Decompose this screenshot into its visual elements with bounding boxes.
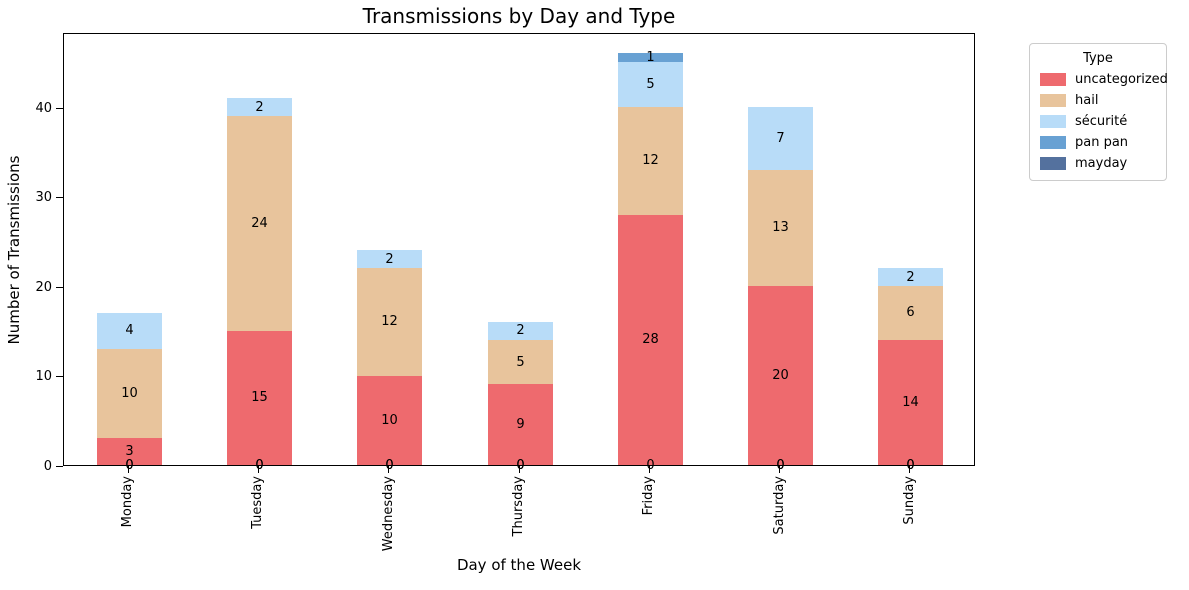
legend-swatch: [1040, 157, 1066, 170]
bar-segment-hail: [97, 348, 162, 439]
y-tick-label: 30: [35, 190, 52, 206]
y-tick-mark: [56, 107, 63, 109]
bar-segment-pan-pan: [618, 53, 683, 63]
bar-segment-sécurité: [488, 321, 553, 340]
legend-item-mayday: mayday: [1040, 156, 1156, 171]
x-tick-label: Sunday: [901, 476, 917, 525]
x-tick-mark: [648, 466, 650, 473]
legend-label: hail: [1075, 93, 1099, 108]
bar-segment-uncategorized: [97, 438, 162, 465]
legend-item-pan-pan: pan pan: [1040, 135, 1156, 150]
plot-area: 3 10 4 0 0 15 24 2 0 0 10 12 2 0 0 9 5 2 0 0 28 12 5 1 0 20 13 7 0 0 1…: [63, 32, 975, 472]
bar-segment-hail: [878, 286, 943, 340]
legend-item-hail: hail: [1040, 93, 1156, 108]
bar-segment-sécurité: [97, 312, 162, 349]
legend-label: sécurité: [1075, 114, 1128, 129]
y-tick-mark: [56, 376, 63, 378]
bar-segment-uncategorized: [357, 375, 422, 465]
x-tick-label: Thursday: [511, 476, 526, 537]
y-tick-label: 40: [35, 100, 52, 116]
x-tick-mark: [127, 466, 129, 473]
bar-segment-hail: [357, 268, 422, 376]
chart-title: Transmissions by Day and Type: [362, 4, 676, 28]
legend-items: uncategorized hail sécurité pan pan mayday: [1040, 72, 1168, 171]
legend-label: uncategorized: [1075, 72, 1168, 87]
bar-segment-hail: [488, 339, 553, 385]
x-tick-mark: [909, 466, 911, 473]
bar-segment-hail: [618, 107, 683, 215]
bar-segment-uncategorized: [488, 384, 553, 465]
x-tick-mark: [518, 466, 520, 473]
x-tick-label: Wednesday: [380, 476, 396, 552]
y-tick-mark: [56, 197, 63, 199]
x-tick-mark: [257, 466, 259, 473]
legend-item-uncategorized: uncategorized: [1040, 72, 1168, 87]
x-axis-label: Day of the Week: [456, 556, 582, 574]
x-tick-label: Tuesday: [250, 476, 266, 529]
bar-segment-uncategorized: [878, 339, 943, 465]
legend-swatch: [1040, 115, 1066, 128]
bar-wednesday: 10 12 2 0 0: [357, 32, 422, 472]
bar-tuesday: 15 24 2 0 0: [227, 32, 292, 472]
bar-segment-sécurité: [748, 107, 813, 170]
y-tick-mark: [56, 465, 63, 467]
x-tick-mark: [388, 466, 390, 473]
legend-label: pan pan: [1075, 135, 1129, 150]
bar-segment-sécurité: [618, 62, 683, 108]
bar-segment-sécurité: [227, 98, 292, 117]
bar-segment-uncategorized: [748, 286, 813, 465]
legend-swatch: [1040, 73, 1066, 86]
bar-segment-hail: [748, 169, 813, 287]
y-axis-label-text: Number of Transmissions: [5, 155, 23, 345]
x-tick-label: Friday: [641, 476, 657, 516]
legend-swatch: [1040, 136, 1066, 149]
bar-saturday: 20 13 7 0 0: [748, 32, 813, 472]
y-tick-label: 0: [43, 458, 52, 474]
x-tick-mark: [779, 466, 781, 473]
bar-segment-uncategorized: [227, 330, 292, 465]
y-tick-label: 10: [35, 369, 52, 385]
bar-segment-uncategorized: [618, 214, 683, 465]
bar-segment-sécurité: [357, 250, 422, 269]
legend-swatch: [1040, 94, 1066, 107]
bar-friday: 28 12 5 1 0: [618, 32, 683, 472]
bar-segment-hail: [227, 116, 292, 331]
y-tick-label: 20: [35, 279, 52, 295]
legend-item-sécurité: sécurité: [1040, 114, 1156, 129]
legend: Type uncategorized hail sécurité pan pan may…: [1029, 43, 1168, 181]
legend-title: Type: [1083, 51, 1113, 66]
y-tick-mark: [56, 286, 63, 288]
bar-sunday: 14 6 2 0 0: [878, 32, 943, 472]
bar-segment-sécurité: [878, 268, 943, 287]
x-tick-label: Monday: [120, 476, 136, 528]
bar-monday: 3 10 4 0 0: [97, 32, 162, 472]
x-tick-label: Saturday: [771, 476, 787, 535]
legend-label: mayday: [1075, 156, 1128, 171]
